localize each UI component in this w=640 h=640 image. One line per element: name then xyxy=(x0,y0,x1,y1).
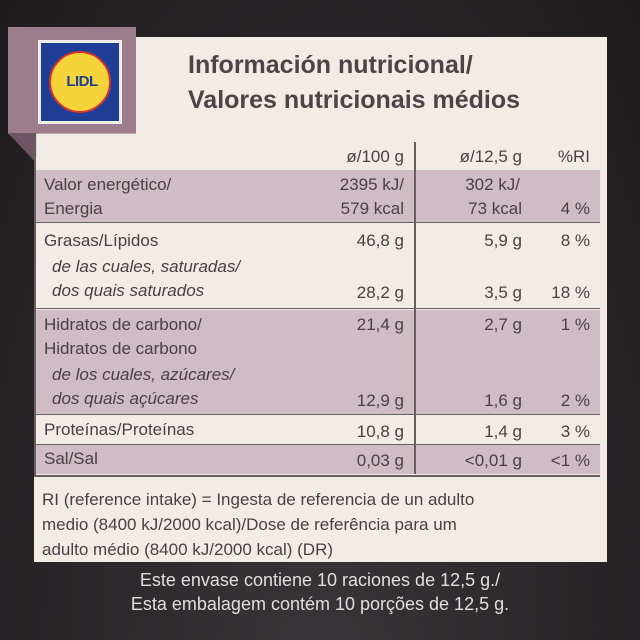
row-sublabel: de las cuales, saturadas/ xyxy=(52,257,241,276)
row-band-carbs xyxy=(34,310,600,414)
logo-circle: LIDL xyxy=(49,51,111,113)
row-divider xyxy=(34,222,600,223)
value-per-100g: 21,4 g xyxy=(356,315,404,334)
row-divider xyxy=(34,444,600,445)
value-per-serving: 1,4 g xyxy=(484,422,522,441)
row-sublabel: dos quais açúcares xyxy=(52,389,199,408)
row-label: Grasas/Lípidos xyxy=(44,231,159,250)
value-ri: 4 % xyxy=(560,199,590,218)
value-per-100g: 28,2 g xyxy=(356,283,404,302)
value-per-100g: 579 kcal xyxy=(340,199,404,218)
header-per-100g: ø/100 g xyxy=(346,147,404,166)
value-per-100g: 10,8 g xyxy=(356,422,404,441)
value-per-100g: 12,9 g xyxy=(356,391,404,410)
row-label: Valor energético/ xyxy=(44,175,172,194)
value-per-serving: 5,9 g xyxy=(484,231,522,250)
value-ri: 3 % xyxy=(560,422,590,441)
note-line: medio (8400 kJ/2000 kcal)/Dose de referê… xyxy=(42,515,457,534)
row-sublabel: dos quais saturados xyxy=(52,281,205,300)
row-band-energy xyxy=(34,170,600,222)
value-per-serving: <0,01 g xyxy=(464,451,522,470)
title-line-2: Valores nutricionais médios xyxy=(188,86,521,114)
value-per-serving: 73 kcal xyxy=(468,199,522,218)
value-per-100g: 0,03 g xyxy=(356,451,404,470)
value-per-100g: 46,8 g xyxy=(356,231,404,250)
row-label: Hidratos de carbono xyxy=(44,339,198,358)
value-per-serving: 302 kJ/ xyxy=(465,175,520,194)
row-label: Sal/Sal xyxy=(44,449,98,468)
header-per-serving: ø/12,5 g xyxy=(459,147,522,166)
title-line-1: Información nutricional/ xyxy=(188,51,473,79)
value-ri: 18 % xyxy=(551,283,590,302)
note-line: adulto médio (8400 kJ/2000 kcal) (DR) xyxy=(42,540,334,559)
footer-line-1: Este envase contiene 10 raciones de 12,5… xyxy=(139,570,501,590)
row-label: Hidratos de carbono/ xyxy=(44,315,202,334)
footer-line-2: Esta embalagem contém 10 porções de 12,5… xyxy=(130,594,510,614)
value-per-serving: 2,7 g xyxy=(484,315,522,334)
row-label: Proteínas/Proteínas xyxy=(44,420,195,439)
value-per-serving: 3,5 g xyxy=(484,283,522,302)
logo-text: LIDL xyxy=(66,73,98,90)
row-label: Energia xyxy=(44,199,103,218)
table-bottom-border xyxy=(34,475,600,477)
lidl-logo: LIDL xyxy=(38,40,122,124)
header-ri: %RI xyxy=(557,147,590,166)
reference-intake-note: RI (reference intake) = Ingesta de refer… xyxy=(42,487,602,562)
value-per-serving: 1,6 g xyxy=(484,391,522,410)
value-ri: <1 % xyxy=(550,451,590,470)
servings-footer: Este envase contiene 10 raciones de 12,5… xyxy=(0,568,640,616)
row-divider xyxy=(34,414,600,415)
value-ri: 1 % xyxy=(560,315,590,334)
row-sublabel: de los cuales, azúcares/ xyxy=(52,365,235,384)
value-per-100g: 2395 kJ/ xyxy=(339,175,404,194)
note-line: RI (reference intake) = Ingesta de refer… xyxy=(42,490,475,509)
table-left-border xyxy=(34,142,36,476)
value-ri: 8 % xyxy=(560,231,590,250)
row-band-salt xyxy=(34,445,600,474)
value-ri: 2 % xyxy=(560,391,590,410)
row-divider xyxy=(34,308,600,309)
nutrition-title: Información nutricional/ Valores nutrici… xyxy=(188,48,588,118)
